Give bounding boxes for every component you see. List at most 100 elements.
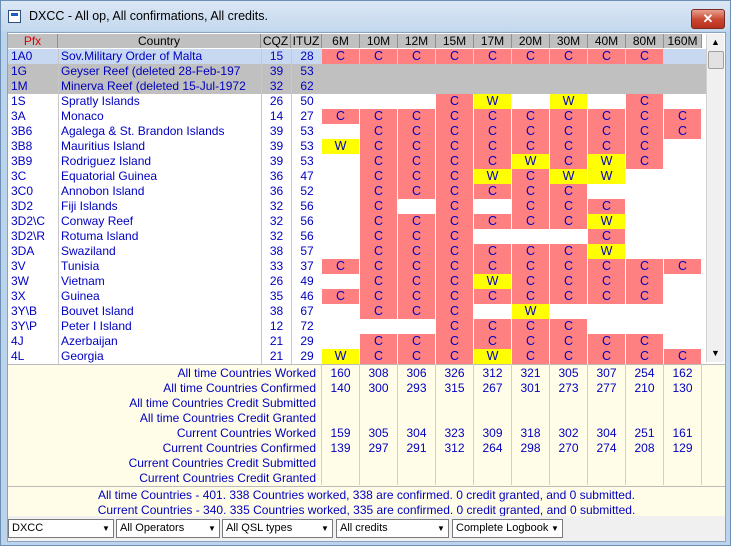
band-cell[interactable]: C [398,274,435,289]
scroll-thumb[interactable] [708,51,724,69]
band-cell[interactable]: C [474,244,511,259]
band-cell[interactable] [322,154,359,169]
band-cell[interactable]: C [360,244,397,259]
band-cell[interactable]: C [664,109,701,124]
band-cell[interactable]: C [512,244,549,259]
table-row[interactable]: 3W Vietnam 26 49 C C C W C C C C [8,274,706,289]
band-cell[interactable] [664,274,701,289]
band-cell[interactable]: C [512,319,549,334]
band-cell[interactable]: C [550,49,587,64]
band-cell[interactable] [474,229,511,244]
table-row[interactable]: 3B9 Rodriguez Island 39 53 C C C C W C W C [8,154,706,169]
band-cell[interactable]: C [588,124,625,139]
table-row[interactable]: 3A Monaco 14 27 C C C C C C C C C C [8,109,706,124]
band-cell[interactable] [626,244,663,259]
band-cell[interactable]: C [360,304,397,319]
band-cell[interactable]: C [398,244,435,259]
band-cell[interactable] [550,64,587,79]
band-cell[interactable]: C [360,109,397,124]
band-cell[interactable]: C [512,184,549,199]
header-band-12m[interactable]: 12M [398,34,436,48]
band-cell[interactable]: W [550,94,587,109]
band-cell[interactable]: C [398,49,435,64]
band-cell[interactable]: C [436,229,473,244]
band-cell[interactable] [322,334,359,349]
band-cell[interactable]: C [436,289,473,304]
header-band-30m[interactable]: 30M [550,34,588,48]
table-row[interactable]: 3X Guinea 35 46 C C C C C C C C C [8,289,706,304]
band-cell[interactable]: C [626,94,663,109]
table-row[interactable]: 1G Geyser Reef (deleted 28-Feb-197 39 53 [8,64,706,79]
band-cell[interactable] [436,79,473,94]
band-cell[interactable]: C [360,139,397,154]
band-cell[interactable]: C [474,109,511,124]
band-cell[interactable]: C [512,259,549,274]
header-band-17m[interactable]: 17M [474,34,512,48]
band-cell[interactable]: C [550,289,587,304]
band-cell[interactable] [360,94,397,109]
band-cell[interactable]: C [664,259,701,274]
table-row[interactable]: 3D2\C Conway Reef 32 56 C C C C C C W [8,214,706,229]
band-cell[interactable]: C [474,214,511,229]
band-cell[interactable]: C [588,109,625,124]
band-cell[interactable] [664,49,701,64]
band-cell[interactable] [322,64,359,79]
band-cell[interactable] [360,79,397,94]
band-cell[interactable]: C [512,109,549,124]
band-cell[interactable] [664,229,701,244]
band-cell[interactable] [626,199,663,214]
credits-select[interactable]: All credits ▼ [336,519,449,538]
band-cell[interactable]: C [626,139,663,154]
band-cell[interactable]: C [550,259,587,274]
band-cell[interactable]: W [512,304,549,319]
band-cell[interactable]: C [512,274,549,289]
table-row[interactable]: 3C0 Annobon Island 36 52 C C C C C C [8,184,706,199]
band-cell[interactable]: C [360,289,397,304]
band-cell[interactable]: C [474,154,511,169]
table-row[interactable]: 3D2\R Rotuma Island 32 56 C C C C [8,229,706,244]
table-row[interactable]: 1A0 Sov.Military Order of Malta 15 28 C C C C C C… [8,49,706,64]
band-cell[interactable] [664,289,701,304]
band-cell[interactable] [588,94,625,109]
band-cell[interactable] [664,139,701,154]
band-cell[interactable]: C [550,349,587,364]
band-cell[interactable] [512,79,549,94]
qsl-type-select[interactable]: All QSL types ▼ [222,519,333,538]
band-cell[interactable] [664,214,701,229]
band-cell[interactable]: C [588,139,625,154]
band-cell[interactable]: C [588,274,625,289]
band-cell[interactable]: C [436,139,473,154]
band-cell[interactable] [588,319,625,334]
band-cell[interactable]: C [588,349,625,364]
band-cell[interactable] [512,94,549,109]
header-band-6m[interactable]: 6M [322,34,360,48]
table-row[interactable]: 3D2 Fiji Islands 32 56 C C C C C [8,199,706,214]
band-cell[interactable]: W [588,154,625,169]
band-cell[interactable] [550,79,587,94]
band-cell[interactable] [474,64,511,79]
band-cell[interactable] [322,229,359,244]
band-cell[interactable] [550,304,587,319]
band-cell[interactable]: C [626,334,663,349]
band-cell[interactable] [664,154,701,169]
band-cell[interactable]: W [588,169,625,184]
band-cell[interactable]: C [322,49,359,64]
band-cell[interactable]: W [474,349,511,364]
band-cell[interactable]: C [588,334,625,349]
band-cell[interactable]: C [474,319,511,334]
table-row[interactable]: 3DA Swaziland 38 57 C C C C C C W [8,244,706,259]
band-cell[interactable] [398,64,435,79]
band-cell[interactable]: C [474,139,511,154]
table-row[interactable]: 3B8 Mauritius Island 39 53 W C C C C C C C C [8,139,706,154]
band-cell[interactable] [322,319,359,334]
band-cell[interactable] [626,319,663,334]
band-cell[interactable] [626,169,663,184]
table-row[interactable]: 4L Georgia 21 29 W C C C W C C C C C [8,349,706,364]
scroll-down-icon[interactable]: ▼ [711,348,720,358]
band-cell[interactable] [512,64,549,79]
band-cell[interactable]: C [398,229,435,244]
table-row[interactable]: 1S Spratly Islands 26 50 C W W C [8,94,706,109]
band-cell[interactable]: C [436,349,473,364]
band-cell[interactable]: C [626,259,663,274]
band-cell[interactable]: C [398,109,435,124]
